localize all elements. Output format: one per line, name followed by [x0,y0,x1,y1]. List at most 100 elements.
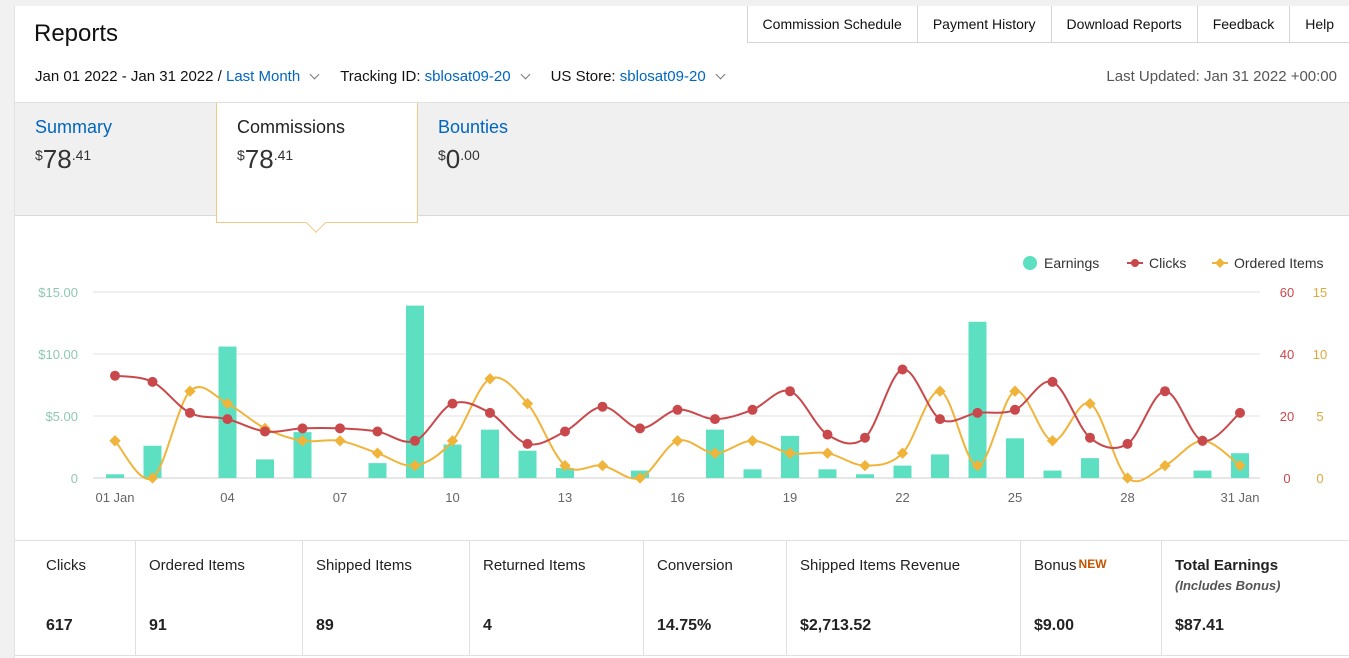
earnings-bar [256,459,274,478]
ordered-items-point [409,459,421,472]
earnings-bar [743,469,762,478]
clicks-point [597,401,608,412]
earnings-bar [1081,458,1099,478]
tab-commissions[interactable]: Commissions $78.41 [216,103,418,233]
y-tick-label-items: 5 [1316,409,1323,424]
x-tick-label: 10 [445,490,459,505]
ordered-items-point [296,435,309,447]
tab-label: Commissions [237,117,346,137]
chevron-down-icon[interactable] [520,69,531,80]
ordered-items-point [371,447,384,459]
feedback-button[interactable]: Feedback [1197,6,1291,42]
filter-bar: Jan 01 2022 - Jan 31 2022 / Last Month T… [35,68,746,85]
earnings-bar [1043,470,1062,478]
earnings-bar [406,305,424,478]
earnings-bar [893,465,912,478]
clicks-point [710,414,720,425]
earnings-bar [818,469,837,478]
y-tick-label-items: 0 [1316,471,1323,486]
tab-amount: $78.41 [35,144,92,174]
y-tick-label-clicks: 20 [1280,409,1294,424]
clicks-point [1010,404,1020,415]
ordered-items-point [709,447,721,459]
ordered-items-point [521,397,534,410]
x-tick-label: 13 [558,490,572,505]
clicks-point [635,423,645,434]
earnings-bar [106,474,124,478]
earnings-bar [218,346,237,478]
x-tick-label: 19 [783,490,797,505]
y-tick-label: $10.00 [38,347,78,362]
last-updated-text: Last Updated: Jan 31 2022 +00:00 [1106,68,1337,85]
earnings-bar [968,321,987,478]
chevron-down-icon[interactable] [715,69,726,80]
legend-label: Ordered Items [1234,255,1323,271]
ordered-items-point [484,373,496,385]
store-dropdown[interactable]: sblosat09-20 [619,68,706,85]
y-tick-label-clicks: 0 [1283,471,1290,486]
date-preset-dropdown[interactable]: Last Month [225,68,301,85]
clicks-point [935,414,945,425]
clicks-point [560,426,570,437]
tracking-id-dropdown[interactable]: sblosat09-20 [424,68,511,85]
clicks-point [897,364,908,375]
legend-label: Earnings [1044,255,1099,271]
ordered-items-point [334,435,346,447]
earnings-bar [1193,470,1212,478]
ordered-items-point [1159,459,1171,472]
x-tick-label: 31 Jan [1220,490,1259,505]
earnings-bar [443,444,462,478]
download-reports-button[interactable]: Download Reports [1051,6,1198,42]
earnings-bar [1006,438,1024,478]
clicks-point [1085,432,1095,443]
x-tick-label: 16 [670,490,684,505]
clicks-point [185,407,195,418]
legend-clicks-marker [1131,259,1139,267]
ordered-items-point [671,435,684,447]
ordered-items-point [896,447,909,459]
clicks-point [110,370,120,381]
ordered-items-line [114,376,1241,483]
ordered-items-point [1009,385,1021,397]
ordered-items-point [1121,472,1134,484]
legend-label: Clicks [1149,255,1186,271]
clicks-point [1160,386,1170,397]
ordered-items-point [184,385,196,397]
earnings-chart: 0 0 0 $5.00 20 5 $10.00 40 10 $15.00 60 15 01 Jan 04 0… [38,255,1327,505]
clicks-point [860,432,870,443]
chevron-down-icon[interactable] [309,69,320,80]
report-tabs: Summary $78.41 Commissions $78.41 Bounti… [15,102,1349,233]
y-tick-label: 0 [71,471,78,486]
clicks-point [1122,438,1133,449]
top-nav: Commission Schedule Payment History Down… [746,6,1349,43]
earnings-bar [293,432,312,478]
y-tick-label: $5.00 [45,409,78,424]
commission-schedule-button[interactable]: Commission Schedule [747,6,918,42]
earnings-bar [368,463,387,478]
tab-summary[interactable]: Summary $78.41 [15,103,217,217]
new-badge: NEW [1078,557,1107,571]
tab-label: Bounties [438,117,509,137]
x-tick-label: 25 [1008,490,1022,505]
stat-ordered-items: Ordered Items 91 [136,541,303,655]
legend-items-marker [1215,258,1225,268]
clicks-point [672,404,683,415]
y-tick-label-clicks: 60 [1280,285,1294,300]
tab-bounties[interactable]: Bounties $0.00 [418,103,620,217]
earnings-bar [143,445,162,478]
clicks-point [297,423,308,434]
ordered-items-point [559,459,571,472]
ordered-items-point [934,385,946,397]
clicks-point [972,407,983,418]
payment-history-button[interactable]: Payment History [917,6,1052,42]
tab-amount: $78.41 [237,144,294,174]
help-button[interactable]: Help [1290,6,1349,42]
ordered-items-point [821,447,834,459]
ordered-items-point [971,459,984,472]
clicks-point [447,398,458,409]
y-tick-label-items: 10 [1313,347,1327,362]
earnings-bar [556,468,574,478]
x-tick-label: 22 [895,490,909,505]
legend-earnings-marker [1023,256,1037,270]
date-range-text: Jan 01 2022 - Jan 31 2022 / [35,68,222,85]
